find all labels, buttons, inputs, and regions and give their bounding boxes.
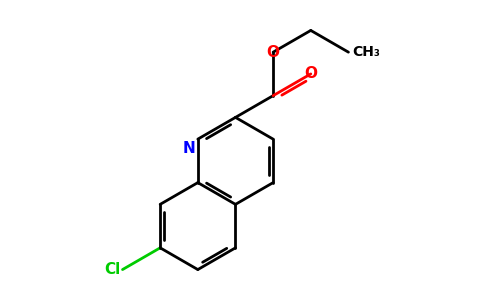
Text: Cl: Cl bbox=[104, 262, 121, 277]
Text: CH₃: CH₃ bbox=[352, 45, 380, 59]
Text: N: N bbox=[183, 141, 196, 156]
Text: O: O bbox=[304, 66, 318, 81]
Text: O: O bbox=[267, 45, 280, 60]
